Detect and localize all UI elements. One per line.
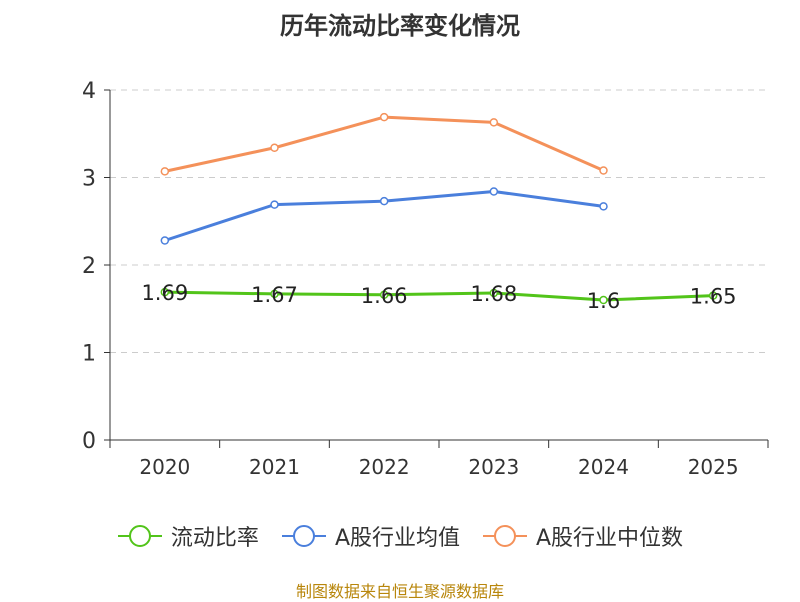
data-point: [599, 166, 608, 175]
x-tick-label: 2022: [359, 455, 410, 479]
x-tick-label: 2025: [688, 455, 739, 479]
legend-item-industry-mean[interactable]: A股行业均值: [281, 520, 460, 552]
data-point: [270, 143, 279, 152]
legend-label: A股行业中位数: [536, 526, 684, 551]
data-point: [160, 236, 170, 245]
y-tick-label: 4: [82, 79, 96, 104]
data-label: 1.67: [251, 283, 298, 307]
data-label: 1.66: [361, 284, 408, 308]
series-line: [164, 115, 605, 173]
legend-label: A股行业均值: [334, 526, 460, 551]
data-point: [160, 167, 170, 176]
legend: 流动比率 A股行业均值 A股行业中位数: [0, 516, 800, 556]
data-point: [270, 200, 279, 209]
x-tick-label: 2021: [249, 455, 300, 479]
y-tick-label: 2: [82, 254, 96, 279]
y-tick-label: 0: [82, 429, 96, 454]
legend-item-industry-median[interactable]: A股行业中位数: [482, 520, 683, 552]
data-label: 1.6: [587, 289, 620, 313]
x-tick-label: 2024: [578, 455, 629, 479]
data-point: [270, 289, 279, 299]
source-note: 制图数据来自恒生聚源数据库: [295, 582, 504, 601]
data-point: [599, 202, 608, 211]
chart-title: 历年流动比率变化情况: [280, 12, 520, 40]
data-point: [489, 118, 499, 127]
data-point: [379, 290, 389, 299]
series-line: [164, 290, 714, 302]
legend-marker-icon: [281, 525, 326, 547]
data-label: 1.68: [470, 282, 517, 306]
legend-marker-icon: [483, 525, 527, 547]
data-label: 1.69: [141, 281, 188, 305]
y-tick-label: 1: [82, 342, 96, 367]
legend-item-current-ratio[interactable]: 流动比率: [117, 520, 259, 552]
data-point: [379, 112, 389, 122]
legend-label: 流动比率: [170, 526, 259, 551]
data-label: 1.65: [690, 285, 737, 309]
data-point: [160, 287, 170, 297]
x-tick-label: 2020: [139, 455, 190, 479]
data-point: [379, 196, 389, 206]
data-point: [599, 295, 608, 305]
legend-marker-icon: [117, 525, 162, 547]
y-tick-label: 3: [82, 167, 96, 192]
x-tick-label: 2023: [468, 455, 519, 479]
data-point: [489, 288, 499, 298]
data-point: [708, 291, 718, 300]
data-point: [489, 187, 499, 196]
